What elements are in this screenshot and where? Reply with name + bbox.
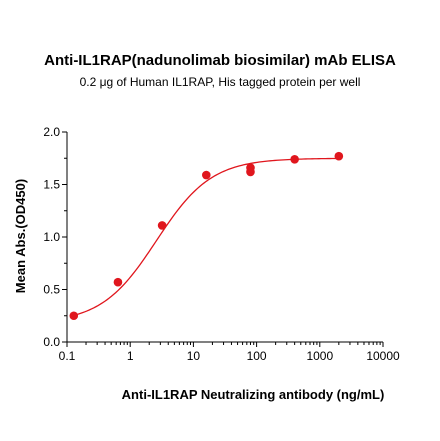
data-point	[113, 277, 123, 287]
y-tick-label: 2.0	[43, 125, 60, 139]
data-point	[202, 170, 211, 180]
data-point	[290, 155, 299, 164]
y-tick-label: 0.5	[43, 283, 60, 297]
data-point	[246, 167, 255, 177]
y-axis-label: Mean Abs.(OD450)	[13, 179, 28, 293]
chart-subtitle: 0.2 μg of Human IL1RAP, His tagged prote…	[79, 75, 361, 89]
data-point	[334, 151, 344, 161]
y-tick-label: 1.0	[43, 230, 60, 244]
x-tick-label: 1000	[306, 349, 333, 363]
y-tick-label: 0.0	[43, 335, 60, 349]
data-point	[69, 311, 79, 321]
x-tick-label: 0.1	[59, 349, 76, 363]
data-point	[157, 221, 167, 230]
x-tick-label: 1	[127, 349, 134, 363]
x-tick-label: 10000	[366, 349, 400, 363]
x-tick-label: 10	[187, 349, 201, 363]
fit-curve-layer	[73, 157, 339, 316]
axes: 0.0 0.5 1.0 1.5 2.0 0.1 1 10 100 1000 10000	[43, 125, 400, 363]
x-axis-label: Anti-IL1RAP Neutralizing antibody (ng/mL…	[122, 387, 385, 402]
chart-title: Anti-IL1RAP(nadunolimab biosimilar) mAb …	[44, 52, 396, 69]
data-points-layer	[69, 151, 344, 321]
fit-curve-line	[73, 157, 339, 316]
y-tick-label: 1.5	[43, 178, 60, 192]
x-tick-label: 100	[247, 349, 267, 363]
